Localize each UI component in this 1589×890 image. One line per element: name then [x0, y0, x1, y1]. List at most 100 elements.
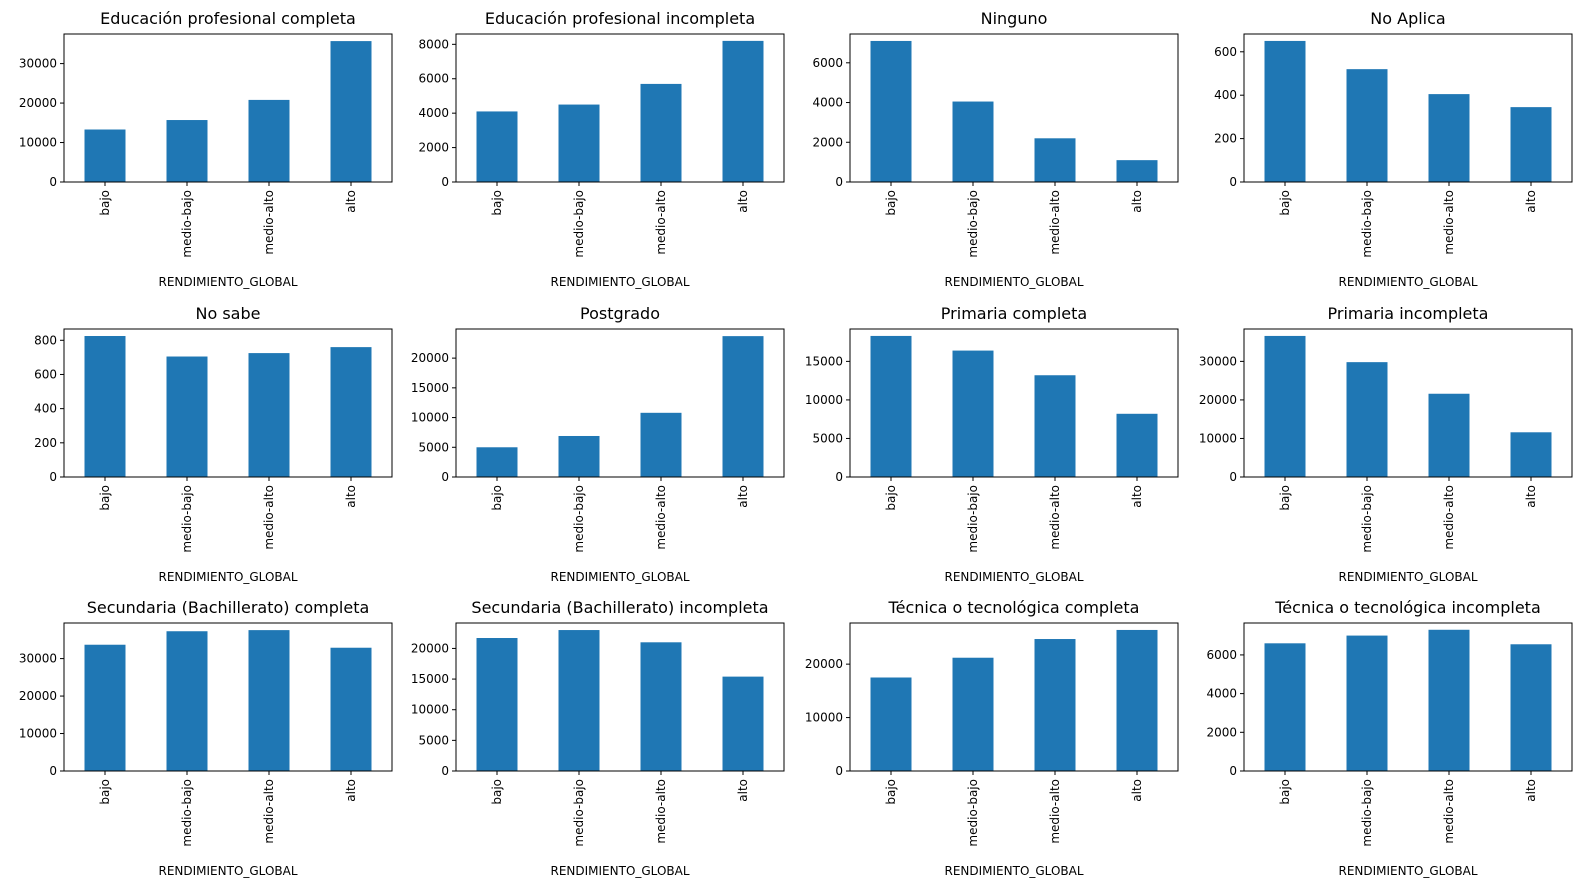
y-tick-label: 10000	[805, 711, 843, 725]
y-tick-label: 5000	[812, 431, 843, 445]
y-tick-label: 20000	[1199, 393, 1237, 407]
axes-frame	[63, 33, 393, 183]
x-tick-label: bajo	[490, 779, 504, 805]
subplot-title: No Aplica	[1370, 9, 1445, 28]
subplot-3: Ninguno bajo medio-bajo medio-alto alto 0 2000…	[812, 9, 1179, 289]
y-tick-label: 0	[1229, 764, 1237, 778]
y-tick-label: 0	[441, 764, 449, 778]
bar-medio-bajo	[1346, 362, 1388, 477]
x-tick-label: medio-bajo	[180, 779, 194, 847]
bar-medio-alto	[640, 412, 682, 477]
bar-medio-alto	[1034, 639, 1076, 771]
subplot-8: Primaria incompleta bajo medio-bajo medio-a…	[1199, 304, 1573, 584]
x-tick-label: alto	[344, 779, 358, 802]
subplot-5: No sabe bajo medio-bajo medio-alto alto 0 200 4…	[34, 304, 393, 584]
bar-medio-alto	[640, 642, 682, 771]
bar-bajo	[84, 644, 126, 771]
subplot-4: No Aplica bajo medio-bajo medio-alto alto 0 20…	[1214, 9, 1573, 289]
bar-medio-alto	[1428, 94, 1470, 182]
bar-alto	[1116, 413, 1158, 477]
x-tick-label: alto	[1524, 779, 1538, 802]
x-tick-label: medio-alto	[654, 779, 668, 844]
y-tick-label: 200	[1214, 132, 1237, 146]
x-tick-label: medio-alto	[1048, 190, 1062, 255]
x-tick-label: medio-alto	[1048, 779, 1062, 844]
x-tick-label: alto	[1130, 190, 1144, 213]
subplot-6: Postgrado bajo medio-bajo medio-alto alto 0 50…	[411, 304, 785, 584]
x-tick-label: bajo	[98, 779, 112, 805]
axes-frame	[455, 622, 785, 772]
x-tick-label: bajo	[884, 190, 898, 216]
bar-medio-bajo	[952, 101, 994, 182]
axes-frame	[1243, 622, 1573, 772]
x-axis-label: RENDIMIENTO_GLOBAL	[550, 570, 689, 584]
y-tick-label: 10000	[19, 136, 57, 150]
x-tick-label: medio-bajo	[1360, 485, 1374, 553]
subplot-11: Técnica o tecnológica completa bajo medio-…	[805, 598, 1179, 878]
bar-medio-bajo	[1346, 69, 1388, 182]
y-tick-label: 400	[1214, 88, 1237, 102]
bar-bajo	[476, 638, 518, 771]
x-tick-label: medio-bajo	[572, 779, 586, 847]
bar-medio-bajo	[166, 120, 208, 182]
x-tick-label: medio-bajo	[966, 485, 980, 553]
bar-medio-alto	[1428, 393, 1470, 477]
y-tick-label: 0	[835, 175, 843, 189]
x-tick-label: alto	[1130, 779, 1144, 802]
bar-alto	[330, 647, 372, 771]
x-tick-label: medio-bajo	[572, 190, 586, 258]
axes-frame	[849, 328, 1179, 478]
x-axis-label: RENDIMIENTO_GLOBAL	[944, 275, 1083, 289]
y-tick-label: 20000	[411, 641, 449, 655]
bar-medio-bajo	[952, 657, 994, 771]
bar-alto	[722, 676, 764, 771]
x-tick-label: medio-bajo	[966, 779, 980, 847]
subplot-7: Primaria completa bajo medio-bajo medio-alt…	[805, 304, 1179, 584]
y-tick-label: 0	[49, 175, 57, 189]
y-tick-label: 10000	[805, 393, 843, 407]
x-axis-label: RENDIMIENTO_GLOBAL	[158, 570, 297, 584]
x-tick-label: medio-alto	[262, 779, 276, 844]
axes-frame	[849, 622, 1179, 772]
y-tick-label: 0	[835, 764, 843, 778]
x-tick-label: alto	[344, 485, 358, 508]
y-tick-label: 10000	[19, 727, 57, 741]
bar-bajo	[1264, 335, 1306, 477]
bar-medio-alto	[1428, 629, 1470, 771]
y-tick-label: 0	[1229, 470, 1237, 484]
y-tick-label: 800	[34, 333, 57, 347]
y-tick-label: 30000	[19, 57, 57, 71]
x-tick-label: medio-bajo	[180, 485, 194, 553]
x-tick-label: bajo	[98, 190, 112, 216]
x-tick-label: alto	[736, 779, 750, 802]
y-tick-label: 600	[1214, 45, 1237, 59]
x-tick-label: alto	[1524, 485, 1538, 508]
axes-frame	[1243, 328, 1573, 478]
y-tick-label: 400	[34, 402, 57, 416]
y-tick-label: 15000	[411, 672, 449, 686]
x-tick-label: medio-alto	[1442, 190, 1456, 255]
y-tick-label: 30000	[1199, 354, 1237, 368]
y-tick-label: 0	[1229, 175, 1237, 189]
subplot-9: Secundaria (Bachillerato) completa bajo me…	[19, 598, 393, 878]
bar-bajo	[84, 129, 126, 182]
subplot-1: Educación profesional completa bajo medio-…	[19, 9, 393, 289]
subplot-title: Secundaria (Bachillerato) incompleta	[471, 598, 768, 617]
y-tick-label: 2000	[418, 141, 449, 155]
subplot-title: Primaria incompleta	[1328, 304, 1489, 323]
axes-frame	[455, 33, 785, 183]
subplot-title: Técnica o tecnológica incompleta	[1274, 598, 1541, 617]
y-tick-label: 15000	[805, 354, 843, 368]
y-tick-label: 0	[49, 764, 57, 778]
x-tick-label: medio-alto	[262, 190, 276, 255]
y-tick-label: 4000	[418, 106, 449, 120]
bar-alto	[1116, 629, 1158, 771]
y-tick-label: 4000	[1206, 687, 1237, 701]
x-axis-label: RENDIMIENTO_GLOBAL	[944, 570, 1083, 584]
axes-frame	[455, 328, 785, 478]
subplot-title: Educación profesional completa	[100, 9, 356, 28]
x-axis-label: RENDIMIENTO_GLOBAL	[1338, 570, 1477, 584]
bar-bajo	[476, 447, 518, 477]
bar-bajo	[870, 40, 912, 183]
